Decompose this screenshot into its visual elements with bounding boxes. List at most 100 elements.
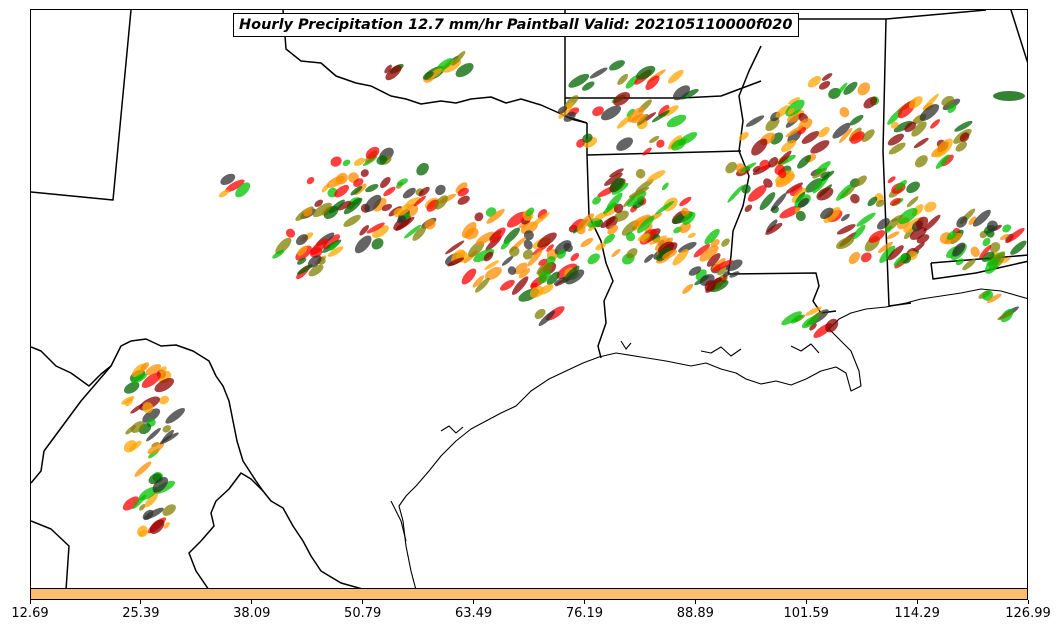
precip-blob <box>955 258 964 266</box>
precip-blob <box>451 50 466 66</box>
precip-blob <box>307 255 322 268</box>
precip-blob <box>679 222 691 234</box>
precip-blob <box>576 213 594 232</box>
precip-blob <box>310 238 328 255</box>
precip-blob <box>787 107 795 115</box>
precip-blob <box>655 200 675 215</box>
precip-blob <box>763 178 773 188</box>
precip-blob <box>145 364 162 376</box>
precip-blob <box>913 137 929 149</box>
precip-blob <box>962 258 976 271</box>
precip-blob <box>820 207 834 219</box>
precip-blob <box>884 225 893 234</box>
precip-blob <box>285 228 296 238</box>
precip-blob <box>475 277 490 293</box>
precip-blob <box>527 249 543 267</box>
precip-blob <box>435 184 446 196</box>
precip-blob <box>582 133 593 143</box>
precip-blob <box>744 204 753 213</box>
precip-blob <box>303 208 313 217</box>
precip-blob <box>607 224 619 235</box>
precip-blob <box>328 199 345 214</box>
precip-blob <box>906 181 920 194</box>
precip-blob <box>944 232 963 245</box>
precip-blob <box>507 266 517 275</box>
precip-blob <box>457 187 469 197</box>
precip-blob <box>627 106 645 123</box>
precip-blob <box>609 177 624 193</box>
colorbar-tick <box>251 600 253 604</box>
precip-blob <box>139 503 146 511</box>
precip-blob <box>644 253 654 263</box>
precip-blob <box>483 251 494 262</box>
precip-blob <box>123 440 137 453</box>
precip-blob <box>759 159 770 170</box>
precip-blob <box>889 197 902 206</box>
precip-blob <box>821 73 833 81</box>
precip-blob <box>662 249 678 260</box>
precip-blob <box>729 271 740 278</box>
precip-blob <box>628 187 650 198</box>
precip-blob <box>500 239 511 250</box>
precip-blob <box>816 187 834 201</box>
precip-blob <box>1010 240 1027 255</box>
precip-blob <box>1002 224 1012 233</box>
precip-blob <box>981 251 995 263</box>
precip-blob <box>149 519 165 534</box>
precip-blob <box>565 269 585 285</box>
precip-blob <box>765 117 780 132</box>
precip-blob <box>609 60 625 71</box>
precip-blob <box>523 239 533 250</box>
precip-blob <box>825 318 839 333</box>
precip-blob <box>644 224 653 233</box>
precip-blob <box>797 154 812 169</box>
precip-blob <box>836 184 852 201</box>
precip-blob <box>867 196 878 207</box>
colorbar-tick <box>473 600 475 604</box>
precip-blob <box>839 107 850 118</box>
precip-blob <box>500 279 515 291</box>
precip-blob <box>879 245 896 264</box>
colorbar-tick-label: 88.89 <box>676 606 714 621</box>
precip-blob <box>856 212 876 227</box>
precip-blob <box>717 265 729 276</box>
precip-blob <box>924 201 937 213</box>
precip-blob <box>635 178 654 193</box>
precip-blob <box>397 215 406 224</box>
precip-blob <box>625 232 636 242</box>
precip-blob <box>530 212 550 227</box>
precip-blob <box>810 140 830 154</box>
precip-blob <box>130 421 145 433</box>
colorbar-tick <box>29 600 31 604</box>
precip-blob <box>364 194 382 212</box>
precip-blob <box>843 81 858 95</box>
precip-blob <box>611 248 621 258</box>
precip-blob <box>134 461 152 477</box>
precip-blob <box>1000 257 1011 264</box>
precip-blob <box>611 182 629 195</box>
precip-blob <box>682 212 696 225</box>
precip-blob <box>434 195 448 210</box>
precip-blob <box>296 234 308 246</box>
precip-blob <box>626 191 647 207</box>
precip-blob <box>815 161 831 174</box>
precip-blob <box>968 216 977 226</box>
precip-blob <box>887 133 904 146</box>
precip-blob <box>840 213 850 222</box>
precip-blob <box>330 156 342 167</box>
precip-blob <box>537 232 557 248</box>
precip-blob <box>999 233 1009 241</box>
precip-blob <box>484 266 502 280</box>
precip-blob <box>626 248 638 259</box>
precip-blob <box>942 98 961 111</box>
precip-blob <box>402 187 416 199</box>
precip-blob <box>461 268 477 285</box>
precip-blob <box>137 525 148 537</box>
precip-blob <box>354 235 372 254</box>
precip-blob <box>836 236 855 250</box>
precip-blob <box>142 402 154 414</box>
precip-blob <box>727 185 744 203</box>
precip-blob <box>893 254 908 267</box>
precip-blob <box>455 182 468 194</box>
precip-blob <box>635 168 646 179</box>
